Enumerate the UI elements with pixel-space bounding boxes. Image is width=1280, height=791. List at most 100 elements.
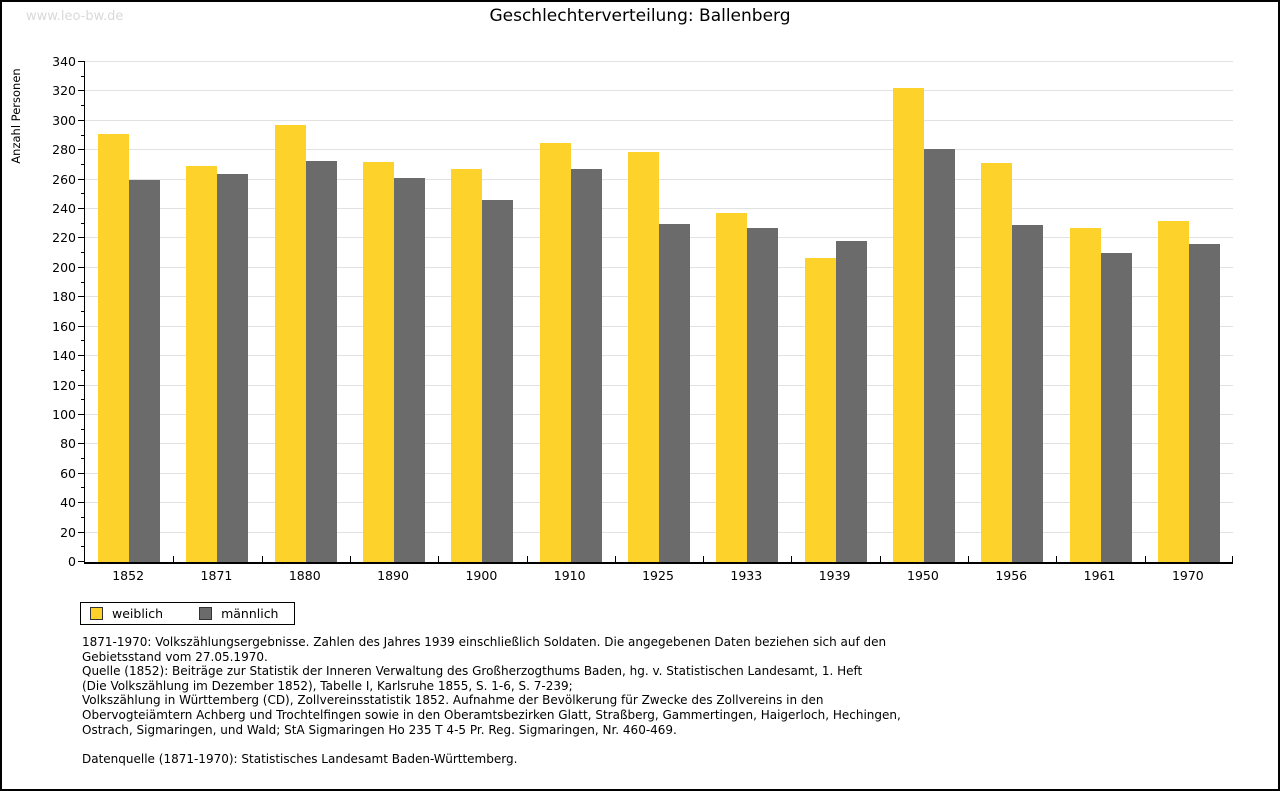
- y-tick: [78, 90, 85, 92]
- x-tick: [349, 556, 351, 562]
- y-tick: [78, 178, 85, 180]
- y-axis-label-40: 40: [60, 495, 76, 511]
- x-axis-label-1852: 1852: [112, 568, 145, 583]
- y-tick: [81, 252, 85, 254]
- gridline-280: [85, 149, 1233, 151]
- bar-männlich-1961: [1100, 253, 1132, 562]
- x-tick: [1232, 556, 1233, 562]
- y-tick: [78, 296, 85, 298]
- y-tick: [81, 134, 85, 136]
- y-tick: [81, 75, 85, 77]
- x-tick: [614, 556, 616, 562]
- y-tick: [81, 399, 85, 401]
- y-tick: [81, 340, 85, 342]
- chart-title: Geschlechterverteilung: Ballenberg: [489, 6, 791, 26]
- x-axis-label-1939: 1939: [818, 568, 851, 583]
- bar-männlich-1852: [129, 179, 161, 562]
- bar-weiblich-1939: [804, 257, 836, 562]
- bar-weiblich-1956: [981, 163, 1013, 562]
- x-axis-label-1910: 1910: [553, 568, 586, 583]
- bar-weiblich-1910: [539, 142, 571, 562]
- watermark: www.leo-bw.de: [26, 9, 124, 24]
- bar-männlich-1939: [835, 241, 867, 562]
- y-tick: [78, 266, 85, 268]
- footnote: 1871-1970: Volkszählungsergebnisse. Zahl…: [82, 635, 1202, 767]
- y-tick: [81, 487, 85, 489]
- bar-männlich-1900: [482, 200, 514, 562]
- bar-weiblich-1970: [1157, 220, 1189, 562]
- y-tick: [78, 325, 85, 327]
- footnote-line: Ostrach, Sigmaringen, und Wald; StA Sigm…: [82, 722, 677, 737]
- x-axis-label-1890: 1890: [377, 568, 409, 583]
- bar-weiblich-1961: [1069, 228, 1101, 562]
- x-axis-label-1956: 1956: [995, 568, 1028, 583]
- bar-weiblich-1933: [716, 213, 748, 562]
- x-axis-label-1933: 1933: [730, 568, 763, 583]
- y-tick: [78, 413, 85, 415]
- bar-weiblich-1950: [892, 88, 924, 562]
- y-axis-label-80: 80: [60, 436, 76, 452]
- y-tick: [78, 443, 85, 445]
- x-tick: [703, 556, 705, 562]
- y-tick: [78, 355, 85, 357]
- gridline-260: [85, 178, 1233, 180]
- bar-weiblich-1925: [628, 151, 659, 562]
- x-tick: [438, 556, 440, 562]
- x-tick: [1056, 556, 1058, 562]
- y-axis-label-0: 0: [68, 554, 76, 569]
- legend-item-weiblich: weiblich: [90, 606, 163, 621]
- y-axis-label-200: 200: [52, 259, 76, 275]
- x-tick: [968, 556, 970, 562]
- y-axis-label-140: 140: [52, 348, 76, 364]
- y-axis-label-160: 160: [52, 318, 76, 334]
- y-axis-label-340: 340: [52, 54, 76, 69]
- footnote-line: Gebietsstand vom 27.05.1970.: [82, 649, 268, 664]
- y-axis-label-320: 320: [52, 83, 76, 99]
- x-tick: [526, 556, 528, 562]
- y-axis-label-60: 60: [60, 465, 76, 481]
- y-axis-label-220: 220: [52, 230, 76, 246]
- y-tick: [78, 61, 85, 62]
- legend-label-weiblich: weiblich: [112, 606, 164, 621]
- bar-männlich-1956: [1012, 225, 1044, 562]
- x-axis-label-1970: 1970: [1171, 568, 1204, 583]
- y-tick: [78, 119, 85, 121]
- legend: weiblich männlich: [80, 602, 296, 625]
- bar-männlich-1970: [1188, 244, 1220, 562]
- y-tick: [81, 311, 85, 312]
- bar-männlich-1890: [394, 178, 426, 562]
- legend-item-maennlich: männlich: [199, 606, 278, 621]
- y-axis-label-120: 120: [52, 377, 76, 393]
- bar-weiblich-1852: [98, 134, 130, 562]
- y-axis-label-300: 300: [52, 112, 76, 128]
- y-tick: [78, 237, 85, 239]
- x-axis-label-1925: 1925: [642, 568, 674, 583]
- y-axis-label-240: 240: [52, 201, 76, 217]
- y-tick: [81, 428, 85, 430]
- y-tick: [81, 193, 85, 195]
- footnote-line: Obervogteiämtern Achberg und Trochtelfin…: [82, 707, 901, 722]
- bar-männlich-1950: [923, 148, 955, 562]
- bar-männlich-1871: [217, 173, 249, 562]
- datasource-line: Datenquelle (1871-1970): Statistisches L…: [82, 752, 518, 767]
- plot-area: [78, 61, 1233, 564]
- y-tick: [81, 105, 85, 107]
- y-tick: [81, 163, 85, 165]
- legend-label-maennlich: männlich: [221, 606, 279, 621]
- x-tick: [1144, 556, 1146, 562]
- y-axis-label-20: 20: [60, 524, 76, 540]
- bar-männlich-1925: [659, 223, 690, 562]
- bar-weiblich-1890: [363, 162, 395, 562]
- y-axis-label-280: 280: [52, 142, 76, 158]
- y-axis-label-100: 100: [52, 406, 76, 422]
- x-axis-label-1961: 1961: [1083, 568, 1116, 583]
- gridline-300: [85, 119, 1233, 121]
- y-tick: [78, 472, 85, 474]
- y-axis-title: Anzahl Personen: [9, 68, 23, 164]
- footnote-line: (Die Volkszählung im Dezember 1852), Tab…: [82, 678, 573, 693]
- y-axis-label-180: 180: [52, 289, 76, 305]
- y-tick: [81, 458, 85, 460]
- bar-männlich-1910: [570, 169, 602, 562]
- gridline-320: [85, 90, 1233, 92]
- bar-männlich-1933: [747, 228, 779, 562]
